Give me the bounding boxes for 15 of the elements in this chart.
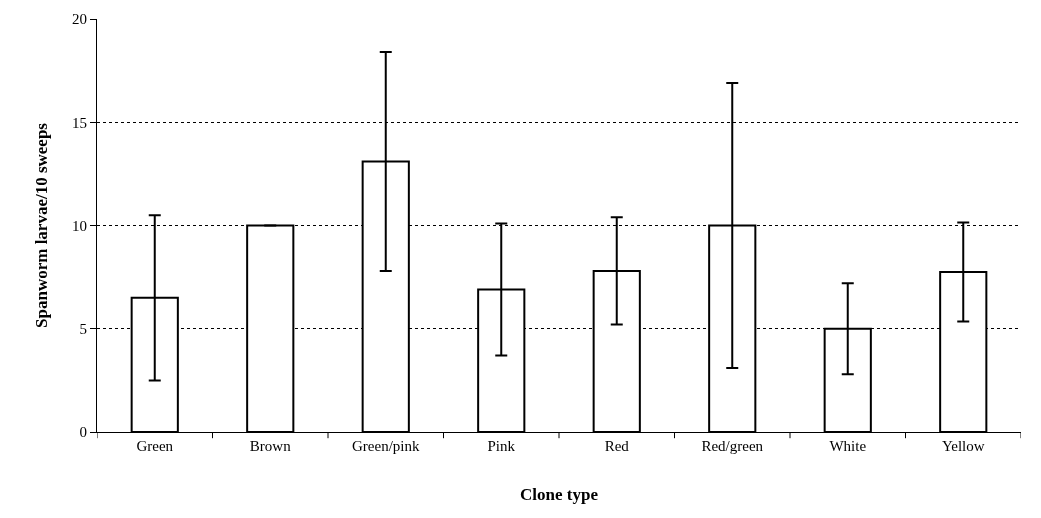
y-tick-label: 20: [72, 11, 87, 28]
y-tick-label: 15: [72, 114, 87, 131]
y-tick-label: 10: [72, 217, 87, 234]
x-tick-label: Pink: [487, 438, 516, 454]
y-tick-label: 5: [79, 321, 87, 337]
x-axis-title: Clone type: [520, 485, 599, 505]
x-tick-label: Brown: [249, 438, 292, 454]
x-tick-label: Yellow: [941, 438, 985, 454]
x-tick-label: White: [829, 438, 867, 454]
x-tick-label: Green/pink: [352, 438, 420, 454]
y-tick-label: 0: [79, 424, 87, 441]
x-tick-label: Red: [604, 438, 630, 454]
y-axis-title: Spanworm larvae/10 sweeps: [31, 122, 51, 328]
x-tick-label: Green: [136, 438, 174, 454]
x-tick-label: Red/green: [701, 438, 764, 454]
